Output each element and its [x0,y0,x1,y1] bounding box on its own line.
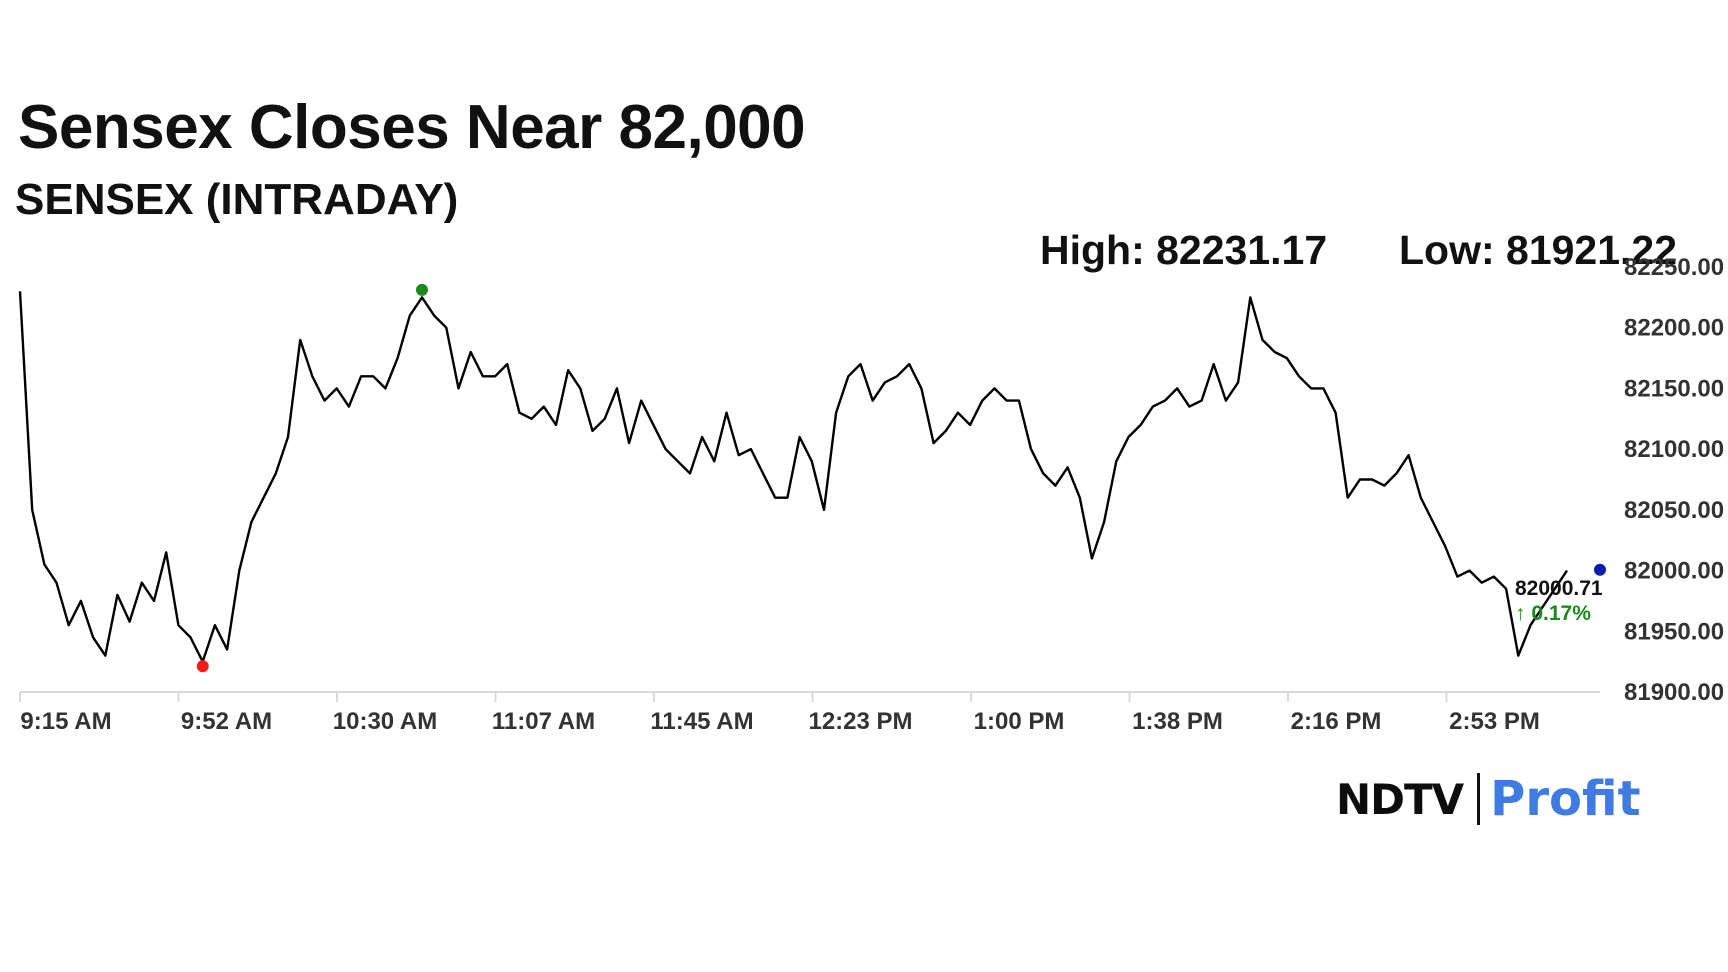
last-price-label: 82000.71 [1515,577,1603,600]
x-tick-label: 2:53 PM [1449,708,1540,735]
x-tick-label: 2:16 PM [1291,708,1382,735]
x-tick-label: 12:23 PM [808,708,912,735]
x-tick-label: 11:45 AM [650,708,753,735]
y-tick-label: 82100.00 [1624,436,1724,463]
logo-separator [1477,773,1481,825]
y-tick-label: 82150.00 [1624,375,1724,402]
y-tick-label: 82250.00 [1624,254,1724,281]
ndtv-profit-logo: NDTV Profit [1336,770,1641,828]
x-tick-label: 1:38 PM [1132,708,1223,735]
chart-subtitle: SENSEX (INTRADAY) [15,175,459,224]
logo-brand: NDTV [1336,774,1464,824]
headline: Sensex Closes Near 82,000 [18,93,806,162]
low-label: Low: 81921.22 [1399,227,1678,273]
y-tick-label: 82050.00 [1624,497,1724,524]
x-tick-label: 1:00 PM [974,708,1065,735]
y-tick-label: 81900.00 [1624,679,1724,706]
low-marker [196,660,209,673]
logo-product: Profit [1490,771,1641,827]
last-price-marker [1594,563,1606,576]
change-label: ↑ 0.17% [1515,602,1591,625]
y-tick-label: 81950.00 [1624,618,1724,645]
price-line [18,291,1568,663]
x-tick-label: 10:30 AM [333,708,437,735]
x-tick-label: 11:07 AM [492,708,595,735]
y-tick-label: 82200.00 [1624,315,1724,342]
x-tick-label: 9:15 AM [20,708,111,735]
high-marker [415,283,428,296]
y-tick-label: 82000.00 [1624,558,1724,585]
x-tick-label: 9:52 AM [181,708,272,735]
high-label: High: 82231.17 [1040,227,1328,273]
